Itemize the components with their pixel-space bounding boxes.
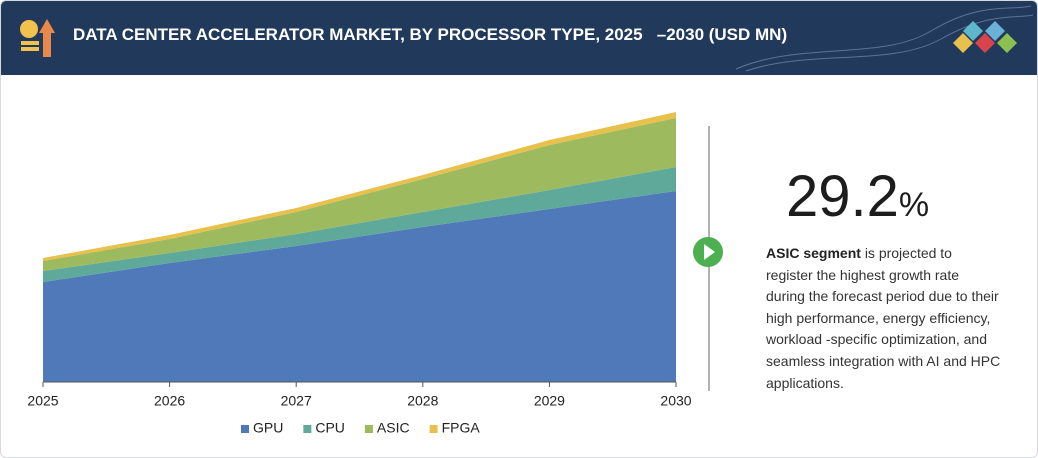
legend-swatch xyxy=(303,425,312,433)
stat: 29.2% xyxy=(786,163,929,230)
legend-label: CPU xyxy=(315,420,345,436)
header: DATA CENTER ACCELERATOR MARKET, BY PROCE… xyxy=(1,1,1037,75)
diamond xyxy=(953,33,973,53)
area xyxy=(43,112,676,261)
description-text: is projected to register the highest gro… xyxy=(766,245,1001,391)
area xyxy=(43,118,676,271)
diamond xyxy=(985,21,1005,41)
legend-label: ASIC xyxy=(377,420,410,436)
legend-label: GPU xyxy=(253,420,283,436)
stat-unit: % xyxy=(898,186,930,224)
x-tick-label: 2025 xyxy=(27,393,58,409)
diamond xyxy=(963,21,983,41)
description: ASIC segment is projected to register th… xyxy=(766,243,1001,394)
x-tick-label: 2030 xyxy=(660,393,691,409)
diamond xyxy=(975,33,995,53)
legend-swatch xyxy=(241,425,249,433)
x-tick-label: 2029 xyxy=(534,393,565,409)
legend-label: FPGA xyxy=(442,420,481,436)
x-tick-label: 2026 xyxy=(154,393,185,409)
x-tick-label: 2027 xyxy=(281,393,312,409)
area xyxy=(43,167,676,282)
legend-swatch xyxy=(364,425,373,433)
arrow-icon xyxy=(43,31,51,57)
area xyxy=(43,191,676,382)
coin-stack xyxy=(21,41,39,45)
diamond xyxy=(997,33,1017,53)
play-arrow xyxy=(704,244,715,260)
arrow-icon xyxy=(39,19,55,33)
segment-name: ASIC segment xyxy=(766,245,861,261)
decor-line xyxy=(735,5,1032,70)
x-tick-label: 2028 xyxy=(407,393,438,409)
decor-line xyxy=(745,14,1034,72)
legend-swatch xyxy=(429,425,438,433)
stat-value: 29.2 xyxy=(786,164,899,229)
coin-icon xyxy=(20,20,38,38)
chart-title: DATA CENTER ACCELERATOR MARKET, BY PROCE… xyxy=(73,25,788,44)
header-decor xyxy=(20,5,1034,72)
coin-stack xyxy=(21,47,39,51)
